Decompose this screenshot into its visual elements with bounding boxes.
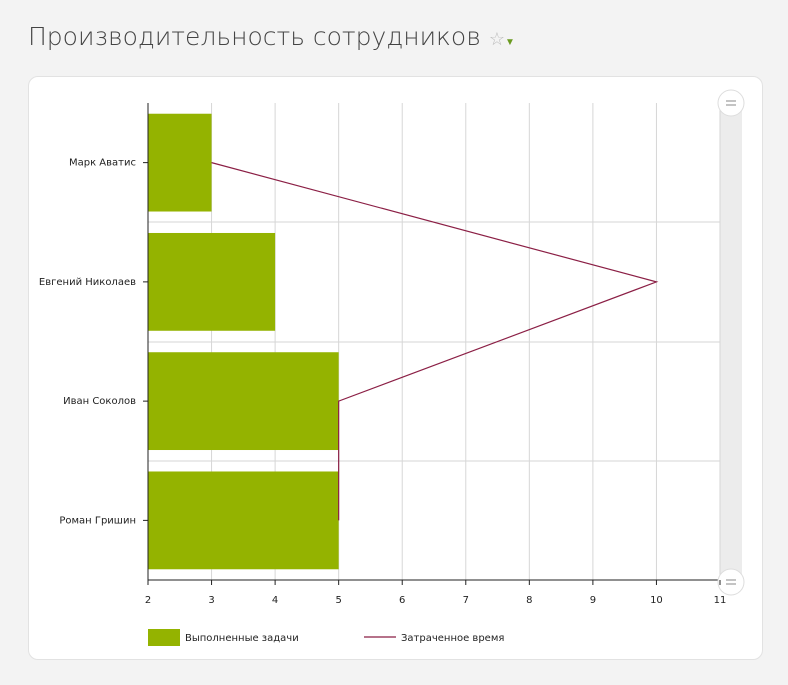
legend-swatch: [148, 629, 180, 646]
legend-label: Выполненные задачи: [185, 633, 299, 644]
x-tick-label: 6: [399, 595, 405, 606]
line: [211, 162, 659, 521]
bar: [148, 113, 212, 212]
y-tick-label: Иван Соколов: [63, 396, 136, 407]
x-tick-label: 10: [650, 595, 663, 606]
x-tick-label: 2: [145, 595, 151, 606]
scrollbar-track: [720, 103, 742, 580]
scroll-handle-grip: [726, 100, 736, 106]
scroll-handle-grip: [726, 579, 736, 585]
y-tick-label: Марк Аватис: [69, 158, 136, 169]
y-tick-label: Роман Гришин: [59, 515, 136, 526]
title-text: Производительность сотрудников: [28, 22, 481, 51]
y-tick-label: Евгений Николаев: [39, 277, 136, 288]
legend-label: Затраченное время: [401, 633, 504, 644]
x-tick-label: 3: [208, 595, 214, 606]
x-tick-label: 8: [526, 595, 532, 606]
page-title: Производительность сотрудников ☆▼: [28, 22, 515, 51]
x-tick-label: 4: [272, 595, 278, 606]
x-tick-label: 7: [463, 595, 469, 606]
favorite-star[interactable]: ☆: [488, 29, 505, 50]
bar: [148, 352, 339, 451]
dropdown-arrow[interactable]: ▼: [504, 37, 515, 48]
x-tick-label: 11: [714, 595, 727, 606]
x-tick-label: 9: [590, 595, 596, 606]
scroll-handle[interactable]: [717, 568, 745, 596]
bar: [148, 471, 339, 570]
bar: [148, 232, 276, 331]
x-tick-label: 5: [335, 595, 341, 606]
scroll-handle[interactable]: [717, 89, 745, 117]
